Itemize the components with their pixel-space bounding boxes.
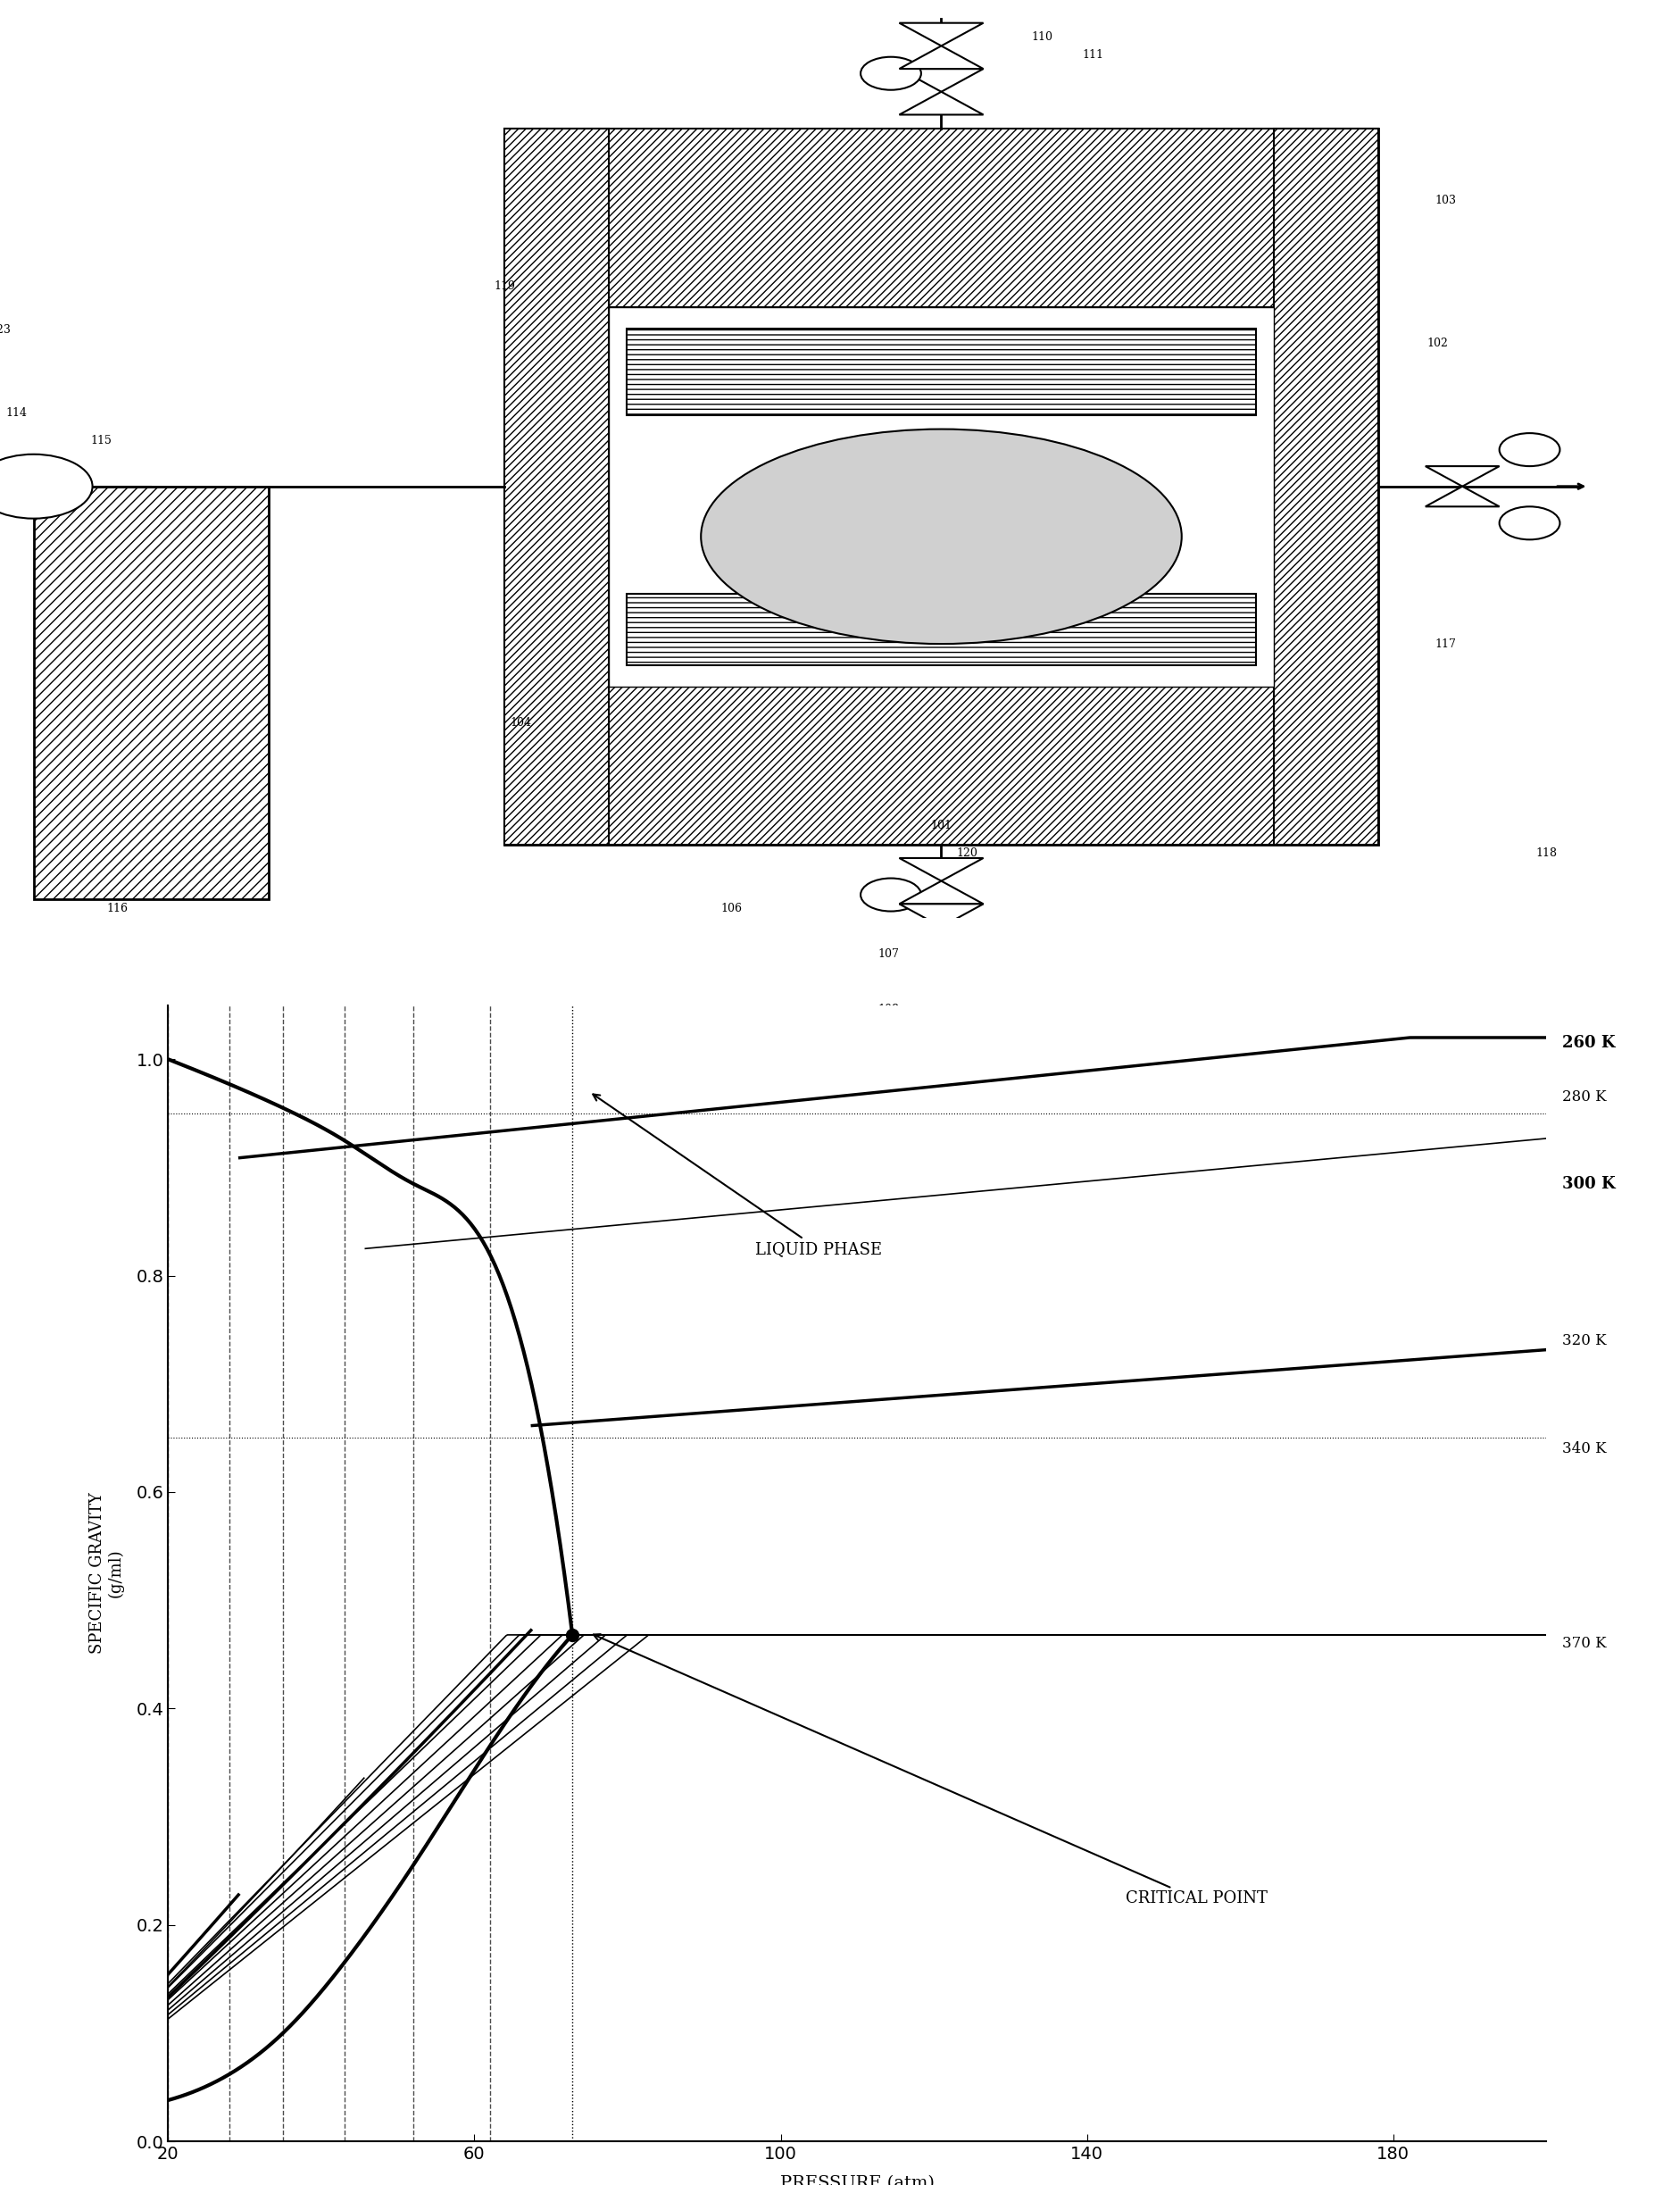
Text: 106: 106 — [721, 902, 743, 913]
Polygon shape — [899, 881, 983, 905]
Bar — [608, 308, 1273, 686]
Polygon shape — [1425, 487, 1499, 507]
Polygon shape — [899, 92, 983, 114]
Polygon shape — [899, 46, 983, 68]
Y-axis label: SPECIFIC GRAVITY
(g/ml): SPECIFIC GRAVITY (g/ml) — [89, 1492, 124, 1654]
Polygon shape — [899, 905, 983, 926]
Circle shape — [0, 454, 92, 518]
Text: 117: 117 — [1435, 638, 1455, 649]
Text: 118: 118 — [1536, 848, 1556, 859]
Circle shape — [1499, 433, 1559, 465]
Text: LIQUID PHASE: LIQUID PHASE — [593, 1095, 882, 1259]
Text: 104: 104 — [511, 717, 531, 728]
Text: 280 K: 280 K — [1561, 1090, 1604, 1106]
Text: 340 K: 340 K — [1561, 1442, 1604, 1457]
Polygon shape — [899, 926, 983, 950]
Text: 120: 120 — [956, 848, 978, 859]
Text: 320 K: 320 K — [1561, 1333, 1604, 1348]
Circle shape — [860, 57, 921, 90]
Text: 101: 101 — [931, 819, 951, 832]
Bar — [34, 487, 269, 900]
Text: 123: 123 — [0, 326, 10, 336]
Bar — [504, 129, 1378, 843]
X-axis label: PRESSURE (atm): PRESSURE (atm) — [780, 2174, 934, 2185]
Circle shape — [1499, 507, 1559, 540]
Text: 116: 116 — [108, 902, 128, 913]
Circle shape — [860, 878, 921, 911]
Text: 114: 114 — [7, 406, 27, 420]
Polygon shape — [899, 859, 983, 881]
Bar — [504, 129, 608, 843]
Bar — [627, 330, 1255, 415]
Text: 107: 107 — [877, 948, 899, 959]
Text: 110: 110 — [1032, 31, 1052, 42]
Text: 103: 103 — [1435, 194, 1455, 205]
Text: 300 K: 300 K — [1561, 1176, 1614, 1191]
Ellipse shape — [701, 428, 1181, 645]
Text: 370 K: 370 K — [1561, 1637, 1604, 1652]
Polygon shape — [899, 68, 983, 92]
Text: CRITICAL POINT: CRITICAL POINT — [593, 1634, 1267, 1908]
Bar — [627, 594, 1255, 664]
Text: 260 K: 260 K — [1561, 1036, 1614, 1051]
Polygon shape — [899, 22, 983, 46]
Text: 119: 119 — [494, 280, 514, 293]
Text: 111: 111 — [1082, 50, 1102, 61]
Bar — [504, 686, 1378, 843]
Text: 108: 108 — [877, 1003, 899, 1016]
Text: 115: 115 — [91, 435, 111, 446]
Bar — [1273, 129, 1378, 843]
Text: 102: 102 — [1426, 336, 1446, 350]
Bar — [504, 129, 1378, 308]
Polygon shape — [1425, 465, 1499, 487]
